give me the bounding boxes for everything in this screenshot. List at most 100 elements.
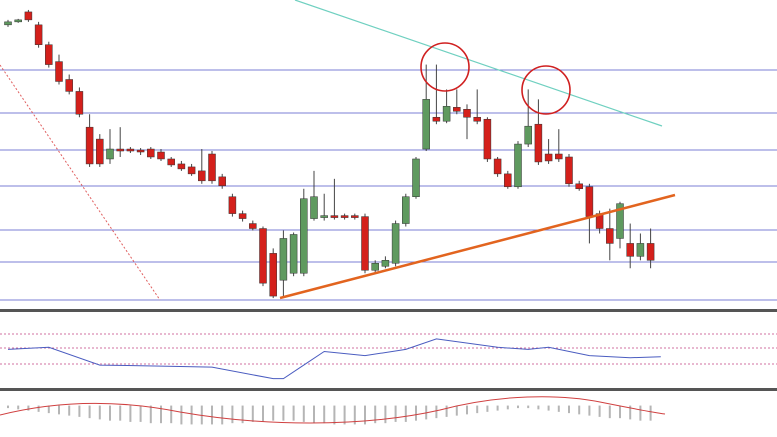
candle-body xyxy=(361,216,369,271)
histogram-bar xyxy=(139,405,142,422)
candle-body xyxy=(198,170,206,182)
candle-body xyxy=(340,215,349,218)
histogram-bar xyxy=(302,405,305,422)
histogram-bar xyxy=(455,405,458,416)
candle-body xyxy=(320,215,328,218)
histogram-bar xyxy=(17,405,20,410)
candle-body xyxy=(269,253,277,297)
candle-body xyxy=(279,238,288,281)
candle-body xyxy=(616,203,624,239)
candle-body xyxy=(300,198,308,274)
histogram-bar xyxy=(415,405,417,421)
candle-body xyxy=(34,24,43,45)
candle-body xyxy=(473,116,481,122)
candle-body xyxy=(442,106,451,122)
histogram-bar xyxy=(568,405,570,414)
candle-body xyxy=(402,196,410,224)
candle-body xyxy=(75,91,84,115)
histogram-bar xyxy=(231,405,234,424)
candle-body xyxy=(646,243,655,261)
candle-body xyxy=(4,21,12,26)
candle-body xyxy=(453,107,461,112)
histogram-bar xyxy=(445,405,448,417)
histogram-bar xyxy=(129,405,132,422)
candle-body xyxy=(351,215,359,218)
dotted-trend xyxy=(0,64,161,301)
candle-body xyxy=(187,166,196,175)
candle-body xyxy=(177,163,186,170)
histogram-bar xyxy=(547,405,550,411)
candle-body xyxy=(391,223,400,264)
candle-body xyxy=(238,213,247,219)
candle-body xyxy=(85,126,94,165)
candle-body xyxy=(432,116,441,122)
signal-curve xyxy=(0,396,666,424)
candle-body xyxy=(585,186,594,217)
highlight-circle xyxy=(420,42,470,92)
histogram-bar xyxy=(496,405,499,411)
histogram-bar xyxy=(608,405,611,419)
histogram-bar xyxy=(578,405,581,415)
histogram-bar xyxy=(119,405,122,421)
oscillator xyxy=(7,338,661,380)
histogram-bar xyxy=(486,405,489,412)
histogram-bar xyxy=(221,405,224,425)
downtrend-line xyxy=(294,0,663,127)
candle-body xyxy=(504,173,512,188)
histogram-bar xyxy=(598,405,601,417)
histogram-bar xyxy=(333,405,336,425)
candle-body xyxy=(626,243,634,257)
candle-body xyxy=(555,153,563,160)
histogram-bar xyxy=(211,405,213,425)
histogram-bar xyxy=(272,405,275,421)
histogram-bar xyxy=(527,405,530,409)
candle-body xyxy=(463,109,471,118)
candle-body xyxy=(96,138,104,165)
oscillator-line xyxy=(7,338,661,380)
histogram-bar xyxy=(649,405,652,421)
histogram-bar xyxy=(588,405,591,416)
candle-body xyxy=(412,158,420,197)
candle-body xyxy=(65,79,73,92)
histogram-bar xyxy=(7,405,9,409)
histogram-bar xyxy=(262,405,264,422)
highlight-circle xyxy=(521,65,571,115)
histogram-bar xyxy=(47,405,50,414)
histogram-bar xyxy=(109,405,111,421)
candle-body xyxy=(228,196,237,214)
histogram-bar xyxy=(323,405,326,424)
histogram-bar xyxy=(37,405,40,412)
candle-body xyxy=(514,143,522,188)
candle-body xyxy=(45,44,53,65)
candles xyxy=(4,9,655,299)
candle-body xyxy=(55,61,63,82)
panel-separator xyxy=(0,309,777,312)
histogram-bar xyxy=(557,405,560,412)
candle-body xyxy=(147,148,155,158)
candle-body xyxy=(310,196,318,219)
candle-body xyxy=(208,153,216,182)
candle-body xyxy=(167,158,175,166)
candle-body xyxy=(330,215,339,218)
histogram-bar xyxy=(98,405,101,420)
histogram xyxy=(7,405,652,425)
histogram-bar xyxy=(506,405,509,410)
histogram-bar xyxy=(88,405,91,419)
candle-body xyxy=(534,123,543,163)
candle-body xyxy=(14,19,22,23)
candle-body xyxy=(636,243,645,257)
histogram-bar xyxy=(466,405,468,415)
histogram-bar xyxy=(170,405,173,424)
histogram-bar xyxy=(537,405,540,410)
histogram-bar xyxy=(78,405,81,417)
histogram-bar xyxy=(58,405,60,415)
candle-body xyxy=(606,228,614,244)
histogram-bar xyxy=(629,405,632,420)
histogram-bar xyxy=(241,405,244,424)
histogram-bar xyxy=(190,405,193,425)
candle-body xyxy=(524,125,532,145)
histogram-bar xyxy=(27,405,30,411)
candle-body xyxy=(575,183,583,190)
support-trendline xyxy=(279,193,676,300)
histogram-bar xyxy=(160,405,162,424)
